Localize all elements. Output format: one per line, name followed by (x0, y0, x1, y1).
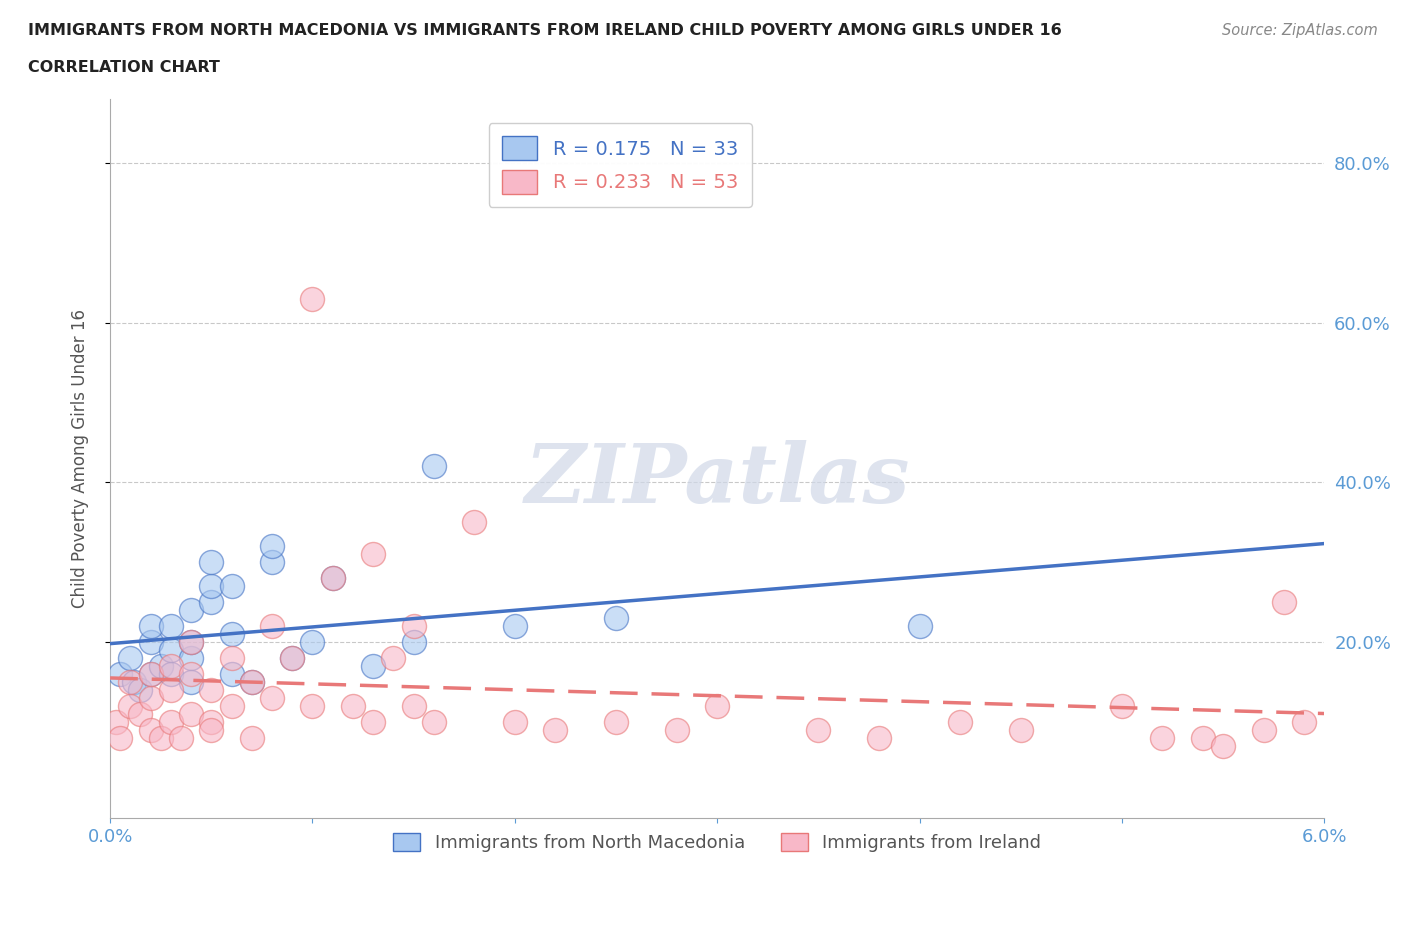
Point (105, 715, 128, 730)
Point (120, 675, 142, 690)
Point (120, 698, 142, 713)
Point (240, 675, 263, 690)
Point (200, 723, 222, 737)
Point (503, 715, 526, 730)
Point (301, 291, 323, 306)
Point (260, 618, 283, 633)
Point (159, 618, 181, 633)
Point (221, 578, 243, 593)
Point (402, 698, 425, 713)
Point (361, 547, 384, 562)
Point (180, 667, 202, 682)
Point (180, 635, 202, 650)
Point (120, 651, 142, 666)
Y-axis label: Child Poverty Among Girls Under 16: Child Poverty Among Girls Under 16 (72, 309, 89, 608)
Point (382, 651, 405, 666)
Point (260, 538, 283, 553)
Point (1272, 595, 1295, 610)
Point (200, 715, 222, 730)
Point (139, 618, 162, 633)
Point (221, 667, 243, 682)
Point (260, 691, 283, 706)
Text: Source: ZipAtlas.com: Source: ZipAtlas.com (1222, 23, 1378, 38)
Point (139, 691, 162, 706)
Point (361, 658, 384, 673)
Point (402, 635, 425, 650)
Legend: Immigrants from North Macedonia, Immigrants from Ireland: Immigrants from North Macedonia, Immigra… (385, 826, 1049, 859)
Point (1253, 723, 1275, 737)
Point (1111, 698, 1133, 713)
Point (908, 618, 931, 633)
Point (108, 731, 131, 746)
Point (322, 571, 344, 586)
Point (807, 723, 830, 737)
Point (423, 458, 446, 473)
Point (221, 627, 243, 642)
Point (221, 651, 243, 666)
Point (108, 667, 131, 682)
Point (605, 715, 627, 730)
Text: ZIPatlas: ZIPatlas (524, 440, 910, 520)
Point (159, 643, 181, 658)
Text: CORRELATION CHART: CORRELATION CHART (28, 60, 219, 75)
Point (180, 603, 202, 618)
Point (129, 683, 152, 698)
Point (149, 658, 172, 673)
Point (665, 723, 688, 737)
Point (361, 715, 384, 730)
Point (240, 675, 263, 690)
Point (170, 731, 193, 746)
Point (706, 698, 728, 713)
Point (124, 675, 146, 690)
Point (240, 731, 263, 746)
Text: IMMIGRANTS FROM NORTH MACEDONIA VS IMMIGRANTS FROM IRELAND CHILD POVERTY AMONG G: IMMIGRANTS FROM NORTH MACEDONIA VS IMMIG… (28, 23, 1062, 38)
Point (180, 675, 202, 690)
Point (139, 667, 162, 682)
Point (149, 731, 172, 746)
Point (1152, 731, 1174, 746)
Point (402, 618, 425, 633)
Point (281, 651, 304, 666)
Point (949, 715, 972, 730)
Point (1294, 715, 1316, 730)
Point (129, 707, 152, 722)
Point (1192, 731, 1215, 746)
Point (605, 611, 627, 626)
Point (868, 731, 890, 746)
Point (159, 715, 181, 730)
Point (301, 698, 323, 713)
Point (159, 683, 181, 698)
Point (301, 635, 323, 650)
Point (342, 698, 364, 713)
Point (200, 555, 222, 570)
Point (322, 571, 344, 586)
Point (180, 651, 202, 666)
Point (139, 723, 162, 737)
Point (180, 635, 202, 650)
Point (159, 658, 181, 673)
Point (544, 723, 567, 737)
Point (1010, 723, 1032, 737)
Point (139, 667, 162, 682)
Point (503, 618, 526, 633)
Point (180, 707, 202, 722)
Point (200, 578, 222, 593)
Point (260, 555, 283, 570)
Point (221, 698, 243, 713)
Point (200, 683, 222, 698)
Point (281, 651, 304, 666)
Point (423, 715, 446, 730)
Point (200, 595, 222, 610)
Point (159, 667, 181, 682)
Point (463, 515, 485, 530)
Point (1212, 738, 1234, 753)
Point (139, 635, 162, 650)
